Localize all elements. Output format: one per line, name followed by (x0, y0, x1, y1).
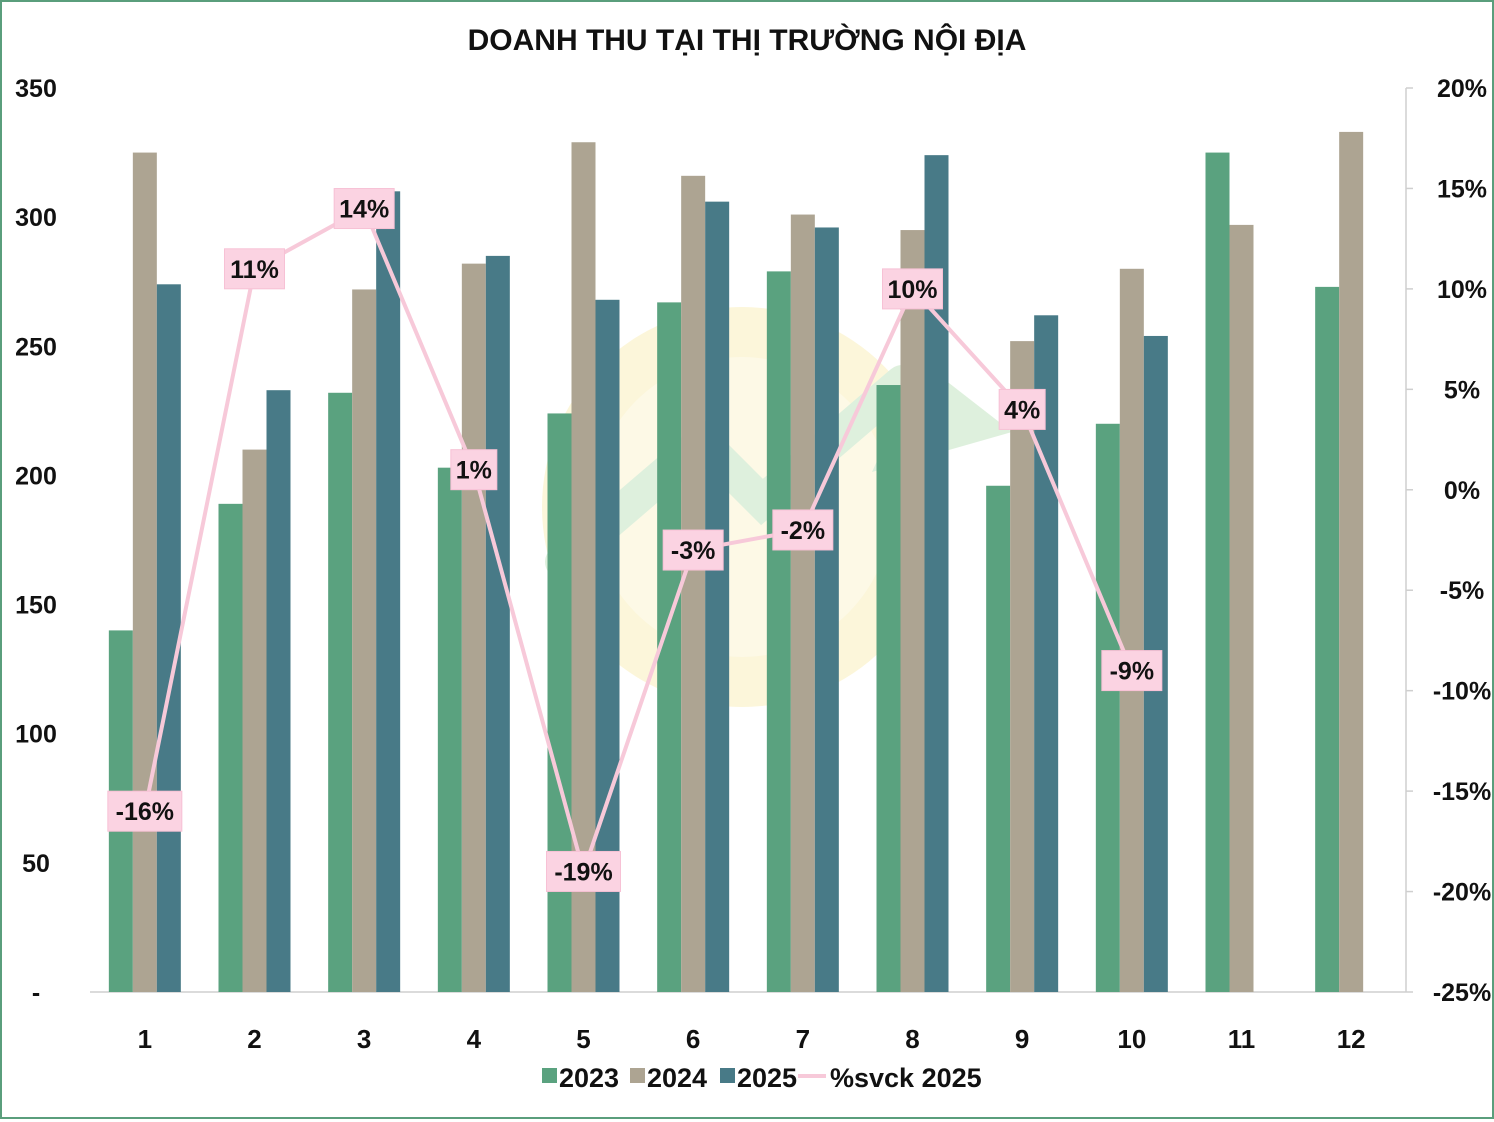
y-right-tick-label: -20% (1433, 879, 1491, 907)
pct-label-8: 10% (887, 276, 937, 304)
bar-2023-11 (1205, 152, 1230, 993)
bar-2023-8 (876, 385, 901, 992)
pct-label-box (224, 248, 285, 290)
pct-label-10: -9% (1110, 658, 1154, 686)
pct-label-5: -19% (554, 858, 612, 886)
pct-label-3: 14% (339, 196, 389, 224)
y-left-tick-label: 150 (15, 592, 57, 620)
bar-2024-6 (681, 175, 706, 992)
pct-label-box (546, 850, 621, 892)
bar-2024-12 (1339, 131, 1364, 992)
y-right-tick-label: 10% (1437, 276, 1487, 304)
y-right-tick-label: 15% (1437, 175, 1487, 203)
chart-title: DOANH THU TẠI THỊ TRƯỜNG NỘI ĐỊA (468, 23, 1027, 57)
pct-label-box (882, 268, 943, 310)
bars (108, 131, 1364, 993)
x-tick-label: 2 (247, 1024, 261, 1054)
legend-swatch-2024 (630, 1068, 645, 1083)
x-tick-label: 4 (467, 1024, 482, 1054)
bar-2024-2 (242, 449, 267, 993)
y-right-tick-label: 5% (1444, 376, 1480, 404)
y-right-tick-label: -15% (1433, 778, 1491, 806)
legend-label-2024: 2024 (647, 1063, 707, 1093)
x-tick-label: 1 (138, 1024, 152, 1054)
x-tick-label: 5 (576, 1024, 590, 1054)
pct-label-box (450, 449, 498, 491)
pct-label-6: -3% (671, 537, 715, 565)
x-tick-label: 12 (1337, 1024, 1366, 1054)
pct-labels: -16% 11% 14% 1% -19% -3% -2% 10% 4% -9% (107, 188, 1163, 892)
bar-2023-7 (766, 271, 791, 993)
x-tick-label: 11 (1228, 1024, 1256, 1054)
legend: 2023 2024 2025 %svck 2025 (542, 1063, 982, 1093)
pct-label-box (662, 529, 724, 571)
bar-2025-4 (485, 255, 510, 992)
pct-label-box (333, 188, 395, 230)
bar-2024-8 (900, 230, 925, 993)
legend-label-2025: 2025 (737, 1063, 797, 1093)
y-left-tick-label: 100 (15, 721, 57, 749)
bar-2024-7 (790, 214, 815, 992)
y-left-tick-label: 350 (15, 75, 57, 103)
bar-2025-3 (376, 191, 401, 993)
bar-2025-2 (266, 390, 291, 992)
bar-2025-7 (814, 227, 839, 992)
x-tick-label: 8 (905, 1024, 919, 1054)
x-tick-label: 6 (686, 1024, 700, 1054)
legend-swatch-2023 (542, 1068, 557, 1083)
pct-label-1: -16% (116, 798, 174, 826)
axes: - 50 100 150 200 250 300 350 -25% -20% -15% -10% -5%… (15, 75, 1491, 1054)
x-tick-label: 9 (1015, 1024, 1029, 1054)
pct-label-box (107, 790, 183, 832)
pct-line-path (142, 206, 1134, 874)
y-right-tick-label: 0% (1444, 477, 1480, 505)
pct-line (142, 206, 1134, 874)
y-left-tick-label: 200 (15, 462, 57, 490)
bar-2025-1 (156, 284, 181, 993)
bar-2023-4 (437, 467, 462, 992)
legend-label-2023: 2023 (559, 1063, 619, 1093)
y-right-tick-label: 20% (1437, 75, 1487, 103)
bar-2023-5 (547, 413, 572, 992)
pct-label-box (998, 388, 1046, 430)
legend-swatch-2025 (720, 1068, 735, 1083)
y-right-tick-label: -10% (1433, 678, 1491, 706)
y-left-tick-label: 300 (15, 204, 57, 232)
pct-label-2: 11% (230, 256, 279, 284)
bar-2024-9 (1010, 341, 1035, 992)
bar-2023-10 (1095, 423, 1120, 992)
bar-2024-4 (461, 263, 486, 992)
legend-label-svck2025: %svck 2025 (830, 1063, 982, 1093)
y-left-tick-label: 250 (15, 333, 57, 361)
pct-label-9: 4% (1004, 396, 1040, 424)
bar-2024-1 (132, 152, 157, 993)
bar-2025-6 (705, 201, 730, 992)
bar-2023-12 (1315, 286, 1340, 992)
bar-2024-3 (352, 289, 377, 992)
pct-label-box (772, 509, 834, 551)
bar-2023-9 (986, 485, 1011, 992)
pct-label-7: -2% (781, 517, 825, 545)
bar-2024-11 (1229, 224, 1254, 993)
bar-2023-3 (328, 392, 353, 993)
y-right-tick-label: -5% (1440, 577, 1484, 605)
pct-label-4: 1% (456, 457, 492, 485)
y-right-tick-label: -25% (1433, 979, 1491, 1007)
x-tick-label: 3 (357, 1024, 371, 1054)
x-tick-label: 7 (796, 1024, 810, 1054)
bar-2023-2 (218, 503, 243, 992)
x-tick-label: 10 (1117, 1024, 1146, 1054)
pct-label-box (1101, 650, 1163, 692)
bar-2024-10 (1119, 268, 1144, 992)
y-left-tick-label: 50 (22, 850, 50, 878)
y-left-tick-label: - (32, 979, 40, 1007)
